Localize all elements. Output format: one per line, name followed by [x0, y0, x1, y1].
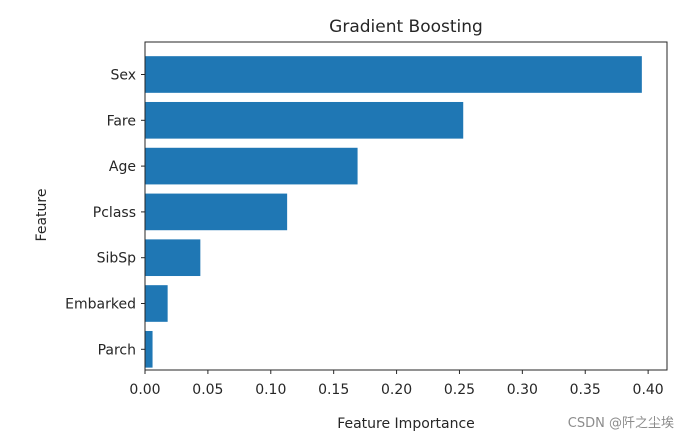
y-axis-ticks: Sex Fare Age Pclass SibSp Embarked Parch: [65, 68, 145, 358]
bars-group: [145, 56, 642, 368]
x-tick-label: 0.35: [570, 382, 601, 398]
watermark: CSDN @阡之尘埃: [567, 416, 674, 431]
x-tick-label: 0.20: [381, 382, 412, 398]
x-tick-label: 0.40: [633, 382, 664, 398]
bar-fare: [145, 101, 464, 139]
x-axis-label: Feature Importance: [337, 416, 475, 432]
x-tick-label: 0.30: [507, 382, 538, 398]
bar-age: [145, 147, 358, 185]
y-tick-label-age: Age: [109, 159, 136, 175]
plot-frame: [144, 41, 668, 371]
y-tick-label-parch: Parch: [98, 342, 136, 358]
x-tick-label: 0.10: [255, 382, 286, 398]
x-tick-label: 0.15: [318, 382, 349, 398]
bar-parch: [145, 330, 153, 368]
y-tick-label-embarked: Embarked: [65, 297, 136, 313]
x-tick-label: 0.00: [129, 382, 160, 398]
x-tick-label: 0.05: [192, 382, 223, 398]
bar-sex: [145, 56, 642, 93]
y-tick-label-fare: Fare: [107, 113, 136, 129]
x-axis-ticks: 0.00 0.05 0.10 0.15 0.20 0.25 0.30 0.35 0.40: [129, 370, 664, 398]
bar-pclass: [145, 193, 288, 231]
y-tick-label-sibsp: SibSp: [97, 251, 137, 267]
x-tick-label: 0.25: [444, 382, 475, 398]
bar-embarked: [145, 285, 168, 322]
chart-title: Gradient Boosting: [329, 17, 483, 37]
y-tick-label-pclass: Pclass: [93, 205, 136, 221]
y-axis-label: Feature: [34, 189, 50, 242]
bar-sibsp: [145, 239, 201, 277]
y-tick-label-sex: Sex: [110, 68, 136, 84]
